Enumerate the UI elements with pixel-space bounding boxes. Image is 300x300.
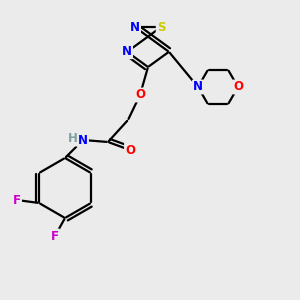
Text: O: O	[233, 80, 243, 94]
Text: F: F	[13, 194, 21, 206]
Text: N: N	[193, 80, 203, 94]
Text: S: S	[157, 21, 165, 34]
Text: O: O	[135, 88, 145, 101]
Text: N: N	[122, 45, 132, 58]
Text: N: N	[78, 134, 88, 146]
Text: O: O	[125, 143, 135, 157]
Text: H: H	[68, 133, 78, 146]
Text: N: N	[130, 21, 140, 34]
Text: F: F	[51, 230, 59, 242]
